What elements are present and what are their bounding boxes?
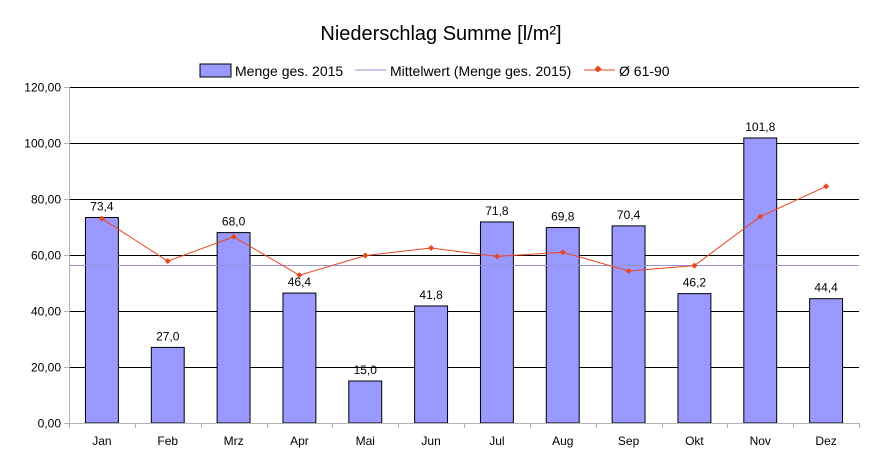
- x-tick-label: Jul: [489, 434, 504, 448]
- y-tick-label: 80,00: [31, 193, 61, 207]
- x-tick-label: Aug: [552, 434, 573, 448]
- reference-point: [691, 262, 698, 269]
- reference-point: [625, 267, 632, 274]
- reference-point: [428, 245, 435, 251]
- legend-item-mean: Mittelwert (Menge ges. 2015): [355, 63, 571, 79]
- bar-data-label: 46,4: [288, 275, 312, 289]
- bar-data-label: 41,8: [419, 288, 443, 302]
- y-tick-label: 100,00: [24, 137, 61, 151]
- bar-data-label: 27,0: [156, 329, 180, 343]
- x-tick-label: Mai: [356, 434, 375, 448]
- x-tick-label: Sep: [618, 434, 640, 448]
- reference-point: [757, 213, 764, 220]
- y-tick-label: 120,00: [24, 81, 61, 95]
- bar: [150, 346, 185, 424]
- bar: [743, 137, 778, 424]
- legend-label-mean: Mittelwert (Menge ges. 2015): [390, 63, 571, 79]
- y-tick-label: 60,00: [31, 249, 61, 263]
- reference-point: [164, 258, 171, 265]
- bar: [545, 227, 580, 424]
- x-tick-label: Feb: [157, 434, 178, 448]
- y-tick-label: 20,00: [31, 361, 61, 375]
- reference-series-line: [101, 185, 827, 276]
- bar: [479, 221, 514, 424]
- reference-point: [230, 233, 237, 240]
- legend-label-bars: Menge ges. 2015: [235, 63, 343, 79]
- bar: [611, 225, 646, 424]
- x-tick-label: Jan: [92, 434, 111, 448]
- y-tick-label: 40,00: [31, 305, 61, 319]
- legend-swatch-reference-marker: [594, 65, 602, 73]
- bar: [414, 305, 449, 424]
- legend-item-bars: Menge ges. 2015: [199, 63, 343, 79]
- x-tick-label: Nov: [750, 434, 771, 448]
- bar: [84, 216, 119, 424]
- bar-data-label: 101,8: [745, 120, 775, 134]
- legend-item-reference: Ø 61-90: [584, 63, 670, 79]
- bar-data-label: 68,0: [222, 215, 246, 229]
- legend-swatch-bars: [199, 63, 232, 78]
- x-tick-label: Jun: [421, 434, 440, 448]
- bar-data-label: 69,8: [551, 210, 575, 224]
- legend: Menge ges. 2015 Mittelwert (Menge ges. 2…: [199, 63, 670, 79]
- x-tick-label: Apr: [290, 434, 309, 448]
- legend-label-reference: Ø 61-90: [619, 63, 670, 79]
- reference-point: [823, 183, 830, 190]
- x-tick-label: Dez: [815, 434, 836, 448]
- reference-point: [296, 272, 303, 279]
- y-tick-label: 0,00: [38, 417, 62, 431]
- bar: [282, 292, 317, 424]
- reference-point: [493, 253, 500, 260]
- bar: [216, 232, 251, 424]
- bar: [677, 293, 712, 424]
- bar-data-label: 73,4: [90, 199, 114, 213]
- bar-data-label: 71,8: [485, 204, 509, 218]
- chart-title: Niederschlag Summe [l/m²]: [320, 23, 561, 45]
- bar-data-label: 70,4: [617, 208, 641, 222]
- bar-data-label: 15,0: [354, 363, 378, 377]
- bar: [348, 380, 383, 424]
- reference-point: [362, 252, 369, 259]
- x-tick-label: Okt: [685, 434, 704, 448]
- reference-point: [559, 249, 566, 256]
- x-tick-label: Mrz: [224, 434, 244, 448]
- bar: [809, 298, 844, 424]
- plot-area: 0,00 20,00 40,00 60,00 80,00 100,00 120,00 73,4…: [24, 81, 860, 448]
- bar-data-label: 46,2: [683, 276, 707, 290]
- bar-data-label: 44,4: [814, 281, 838, 295]
- reference-point: [98, 215, 105, 222]
